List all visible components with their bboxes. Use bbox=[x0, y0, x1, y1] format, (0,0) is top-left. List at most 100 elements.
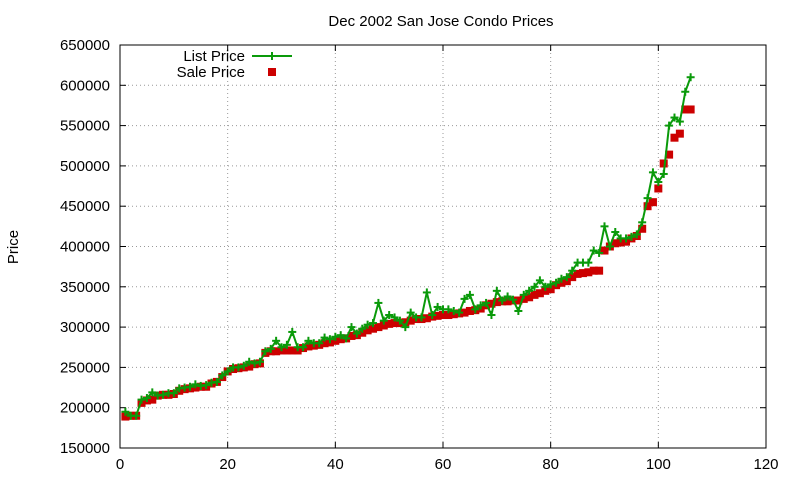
sale-price-point bbox=[433, 311, 442, 320]
sale-price-point bbox=[374, 323, 383, 332]
list-price-point bbox=[374, 298, 383, 307]
legend-list-price-label: List Price bbox=[183, 48, 245, 65]
list-price-point bbox=[535, 276, 544, 285]
legend: List Price Sale Price bbox=[177, 48, 292, 81]
sale-price-point bbox=[643, 202, 652, 211]
list-price-point bbox=[223, 367, 232, 376]
y-tick-label: 250000 bbox=[60, 359, 110, 376]
list-price-point bbox=[589, 246, 598, 255]
list-price-point bbox=[514, 306, 523, 315]
sale-price-point bbox=[245, 362, 254, 371]
list-price-point bbox=[519, 290, 528, 299]
list-price-point bbox=[234, 363, 243, 372]
sale-price-point bbox=[406, 316, 415, 325]
list-price-point bbox=[142, 394, 151, 403]
sale-price-point bbox=[568, 273, 577, 282]
list-price-point bbox=[185, 382, 194, 391]
list-price-point bbox=[299, 343, 308, 352]
list-price-point bbox=[266, 344, 275, 353]
list-price-point bbox=[331, 332, 340, 341]
legend-sale-price-marker bbox=[268, 68, 276, 76]
list-price-point bbox=[632, 230, 641, 239]
sale-price-point bbox=[288, 346, 297, 355]
list-price-line bbox=[124, 76, 692, 417]
sale-price-point bbox=[444, 311, 453, 320]
list-price-point bbox=[390, 313, 399, 322]
list-price-point bbox=[568, 266, 577, 275]
x-tick-label: 80 bbox=[542, 456, 559, 473]
list-price-point bbox=[557, 274, 566, 283]
sale-price-point bbox=[304, 342, 313, 351]
sale-price-point bbox=[282, 346, 291, 355]
sale-price-point bbox=[503, 297, 512, 306]
list-price-point bbox=[336, 331, 345, 340]
sale-price-point bbox=[401, 318, 410, 327]
chart-title: Dec 2002 San Jose Condo Prices bbox=[328, 13, 553, 30]
list-price-point bbox=[385, 311, 394, 320]
list-price-point bbox=[471, 305, 480, 314]
sale-price-point bbox=[589, 266, 598, 275]
list-price-point bbox=[455, 308, 464, 317]
list-price-point bbox=[422, 288, 431, 297]
list-price-point bbox=[525, 286, 534, 295]
list-price-point bbox=[121, 407, 130, 416]
list-price-point bbox=[648, 168, 657, 177]
list-price-point bbox=[369, 319, 378, 328]
y-tick-label: 450000 bbox=[60, 198, 110, 215]
list-price-point bbox=[255, 357, 264, 366]
sale-price-point bbox=[121, 412, 130, 421]
list-price-point bbox=[401, 323, 410, 332]
list-price-point bbox=[465, 290, 474, 299]
list-price-point bbox=[320, 333, 329, 342]
legend-sale-price-square bbox=[268, 68, 276, 76]
list-price-point bbox=[379, 316, 388, 325]
list-price-point bbox=[363, 320, 372, 329]
sale-price-point bbox=[492, 298, 501, 307]
sale-price-point bbox=[659, 159, 668, 168]
list-price-point bbox=[546, 280, 555, 289]
y-tick-label: 350000 bbox=[60, 279, 110, 296]
sale-price-point bbox=[530, 290, 539, 299]
list-price-point bbox=[417, 313, 426, 322]
sale-price-point bbox=[616, 238, 625, 247]
axis-ticks: 0 20 40 60 80 100 120 150000 200000 250000 300000 3… bbox=[60, 37, 779, 473]
y-tick-label: 600000 bbox=[60, 77, 110, 94]
y-tick-label: 200000 bbox=[60, 400, 110, 417]
sale-price-point bbox=[358, 328, 367, 337]
sale-price-point bbox=[331, 336, 340, 345]
list-price-point bbox=[482, 298, 491, 307]
x-tick-label: 100 bbox=[646, 456, 671, 473]
list-price-point bbox=[530, 282, 539, 291]
sale-price-point bbox=[595, 266, 604, 275]
list-price-point bbox=[358, 324, 367, 333]
list-price-point bbox=[541, 282, 550, 291]
list-price-point bbox=[137, 395, 146, 404]
list-price-point bbox=[627, 232, 636, 241]
sale-price-point bbox=[600, 246, 609, 255]
x-tick-label: 120 bbox=[753, 456, 778, 473]
sale-price-point bbox=[648, 198, 657, 207]
sale-price-point bbox=[611, 239, 620, 248]
list-price-point bbox=[352, 329, 361, 338]
list-price-point bbox=[169, 389, 178, 398]
sale-price-point bbox=[654, 184, 663, 193]
list-price-point bbox=[428, 311, 437, 320]
sale-price-point bbox=[487, 299, 496, 308]
list-price-point bbox=[508, 295, 517, 304]
y-tick-label: 650000 bbox=[60, 37, 110, 54]
sale-price-point bbox=[369, 324, 378, 333]
list-price-point bbox=[675, 117, 684, 126]
list-price-point bbox=[325, 335, 334, 344]
list-price-point bbox=[159, 390, 168, 399]
list-price-point bbox=[395, 316, 404, 325]
list-price-point bbox=[315, 339, 324, 348]
list-price-point bbox=[132, 411, 141, 420]
x-tick-label: 20 bbox=[219, 456, 236, 473]
sale-price-point bbox=[686, 105, 695, 114]
list-price-point bbox=[460, 294, 469, 303]
sale-price-point bbox=[557, 278, 566, 287]
list-price-point bbox=[487, 311, 496, 320]
sale-price-point bbox=[148, 395, 157, 404]
sale-price-point bbox=[336, 335, 345, 344]
